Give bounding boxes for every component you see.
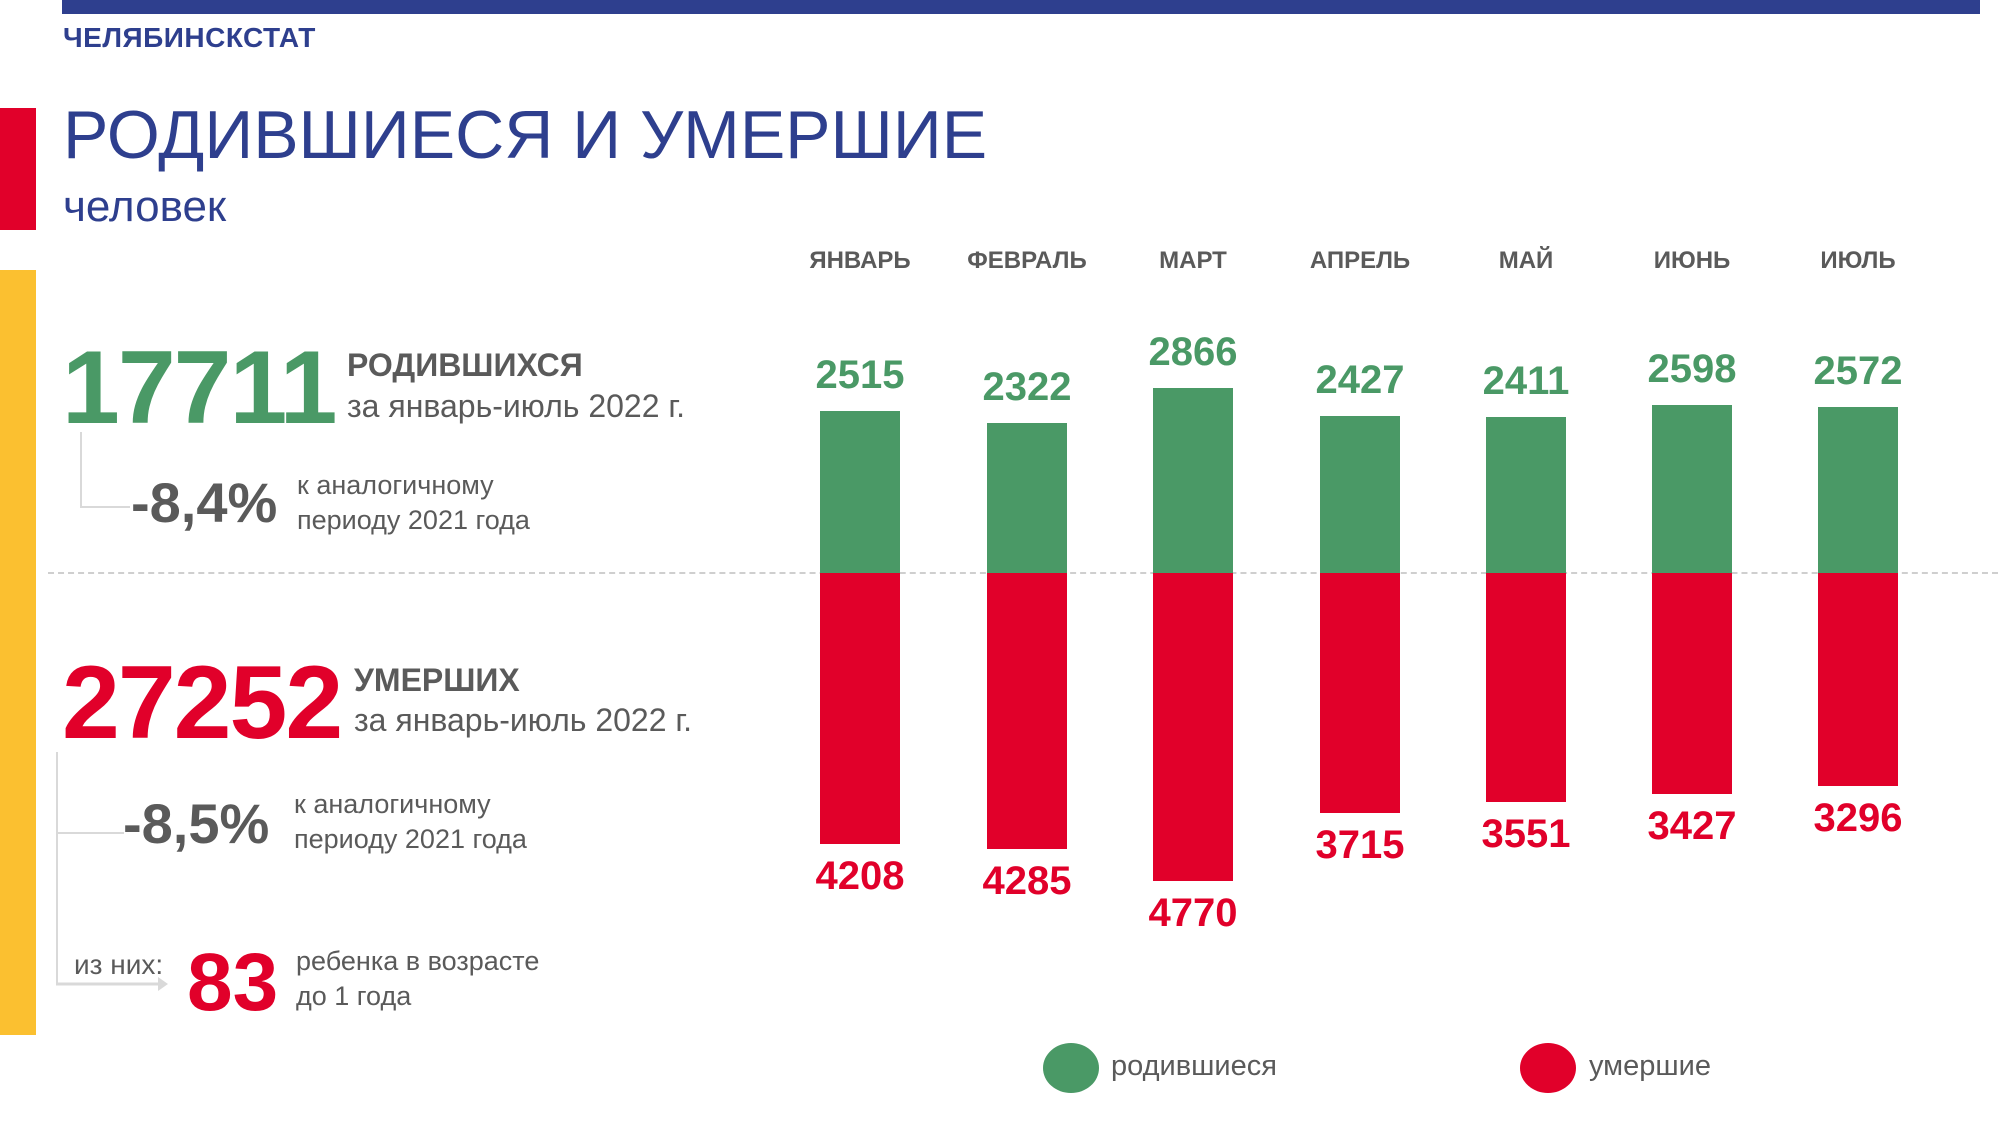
deaths-bar-month-7 bbox=[1818, 573, 1898, 786]
births-change: -8,4% bbox=[131, 471, 278, 534]
legend-deaths-label: умершие bbox=[1589, 1050, 1711, 1082]
deaths-value-month-5: 3551 bbox=[1481, 812, 1571, 857]
deaths-value-month-1: 4208 bbox=[815, 854, 905, 899]
deaths-bar-month-4 bbox=[1320, 573, 1400, 813]
deaths-bar-month-6 bbox=[1652, 573, 1732, 795]
deaths-value-month-6: 3427 bbox=[1647, 804, 1737, 849]
births-bar-month-6 bbox=[1652, 405, 1732, 573]
births-bracket bbox=[80, 432, 130, 508]
deaths-bar-month-2 bbox=[987, 573, 1067, 850]
month-label-month-7: ИЮЛЬ bbox=[1820, 247, 1896, 274]
births-value-month-7: 2572 bbox=[1813, 349, 1903, 394]
deaths-total: 27252 bbox=[62, 645, 343, 761]
deaths-value-month-3: 4770 bbox=[1148, 890, 1238, 935]
deaths-value-month-2: 4285 bbox=[982, 859, 1072, 904]
legend-deaths-dot bbox=[1520, 1043, 1576, 1093]
legend-births-dot bbox=[1043, 1043, 1099, 1093]
births-bar-month-7 bbox=[1818, 407, 1898, 573]
deaths-period: за январь-июль 2022 г. bbox=[354, 702, 693, 738]
births-value-month-3: 2866 bbox=[1148, 330, 1238, 375]
births-change-note-2: периоду 2021 года bbox=[297, 505, 530, 535]
births-bar-month-1 bbox=[820, 410, 900, 573]
deaths-value-month-4: 3715 bbox=[1315, 822, 1405, 867]
month-label-month-6: ИЮНЬ bbox=[1653, 247, 1731, 274]
deaths-change-note-2: периоду 2021 года bbox=[294, 824, 527, 854]
infants-connector-line bbox=[56, 832, 58, 984]
page-title: РОДИВШИЕСЯ И УМЕРШИЕ bbox=[63, 97, 988, 173]
deaths-bracket bbox=[56, 752, 124, 834]
births-value-month-2: 2322 bbox=[982, 365, 1072, 410]
deaths-value-month-7: 3296 bbox=[1813, 795, 1903, 840]
births-label: РОДИВШИХСЯ bbox=[347, 347, 583, 383]
page-subtitle: человек bbox=[63, 182, 227, 231]
births-bar-month-3 bbox=[1153, 388, 1233, 573]
summary-accent-bar bbox=[0, 270, 36, 1035]
births-total: 17711 bbox=[62, 330, 337, 446]
deaths-bar-month-1 bbox=[820, 573, 900, 845]
title-accent-bar bbox=[0, 108, 36, 230]
month-label-month-2: ФЕВРАЛЬ bbox=[967, 247, 1087, 274]
births-bar-month-2 bbox=[987, 423, 1067, 573]
births-bar-month-5 bbox=[1486, 417, 1566, 573]
births-value-month-5: 2411 bbox=[1482, 359, 1570, 404]
top-brand-bar bbox=[62, 0, 1980, 14]
month-label-month-4: АПРЕЛЬ bbox=[1309, 247, 1411, 274]
month-label-month-1: ЯНВАРЬ bbox=[809, 247, 911, 274]
month-label-month-3: МАРТ bbox=[1159, 247, 1227, 274]
births-value-month-6: 2598 bbox=[1647, 347, 1737, 392]
organization-name: ЧЕЛЯБИНСКСТАТ bbox=[63, 22, 316, 53]
births-value-month-4: 2427 bbox=[1315, 358, 1405, 403]
infants-note-2: до 1 года bbox=[296, 981, 412, 1011]
legend-births-label: родившиеся bbox=[1111, 1050, 1277, 1082]
month-label-month-5: МАЙ bbox=[1498, 247, 1554, 274]
deaths-bar-month-3 bbox=[1153, 573, 1233, 881]
deaths-change: -8,5% bbox=[123, 792, 270, 855]
deaths-bar-month-5 bbox=[1486, 573, 1566, 803]
infants-prefix: из них: bbox=[74, 949, 164, 980]
infants-arrow-icon bbox=[56, 977, 168, 991]
infants-value: 83 bbox=[187, 937, 279, 1028]
births-period: за январь-июль 2022 г. bbox=[347, 388, 686, 424]
infants-note-1: ребенка в возрасте bbox=[296, 946, 540, 976]
births-bar-month-4 bbox=[1320, 416, 1400, 573]
deaths-label: УМЕРШИХ bbox=[354, 662, 520, 698]
births-value-month-1: 2515 bbox=[815, 352, 905, 397]
deaths-change-note-1: к аналогичному bbox=[294, 789, 491, 819]
births-change-note-1: к аналогичному bbox=[297, 470, 494, 500]
